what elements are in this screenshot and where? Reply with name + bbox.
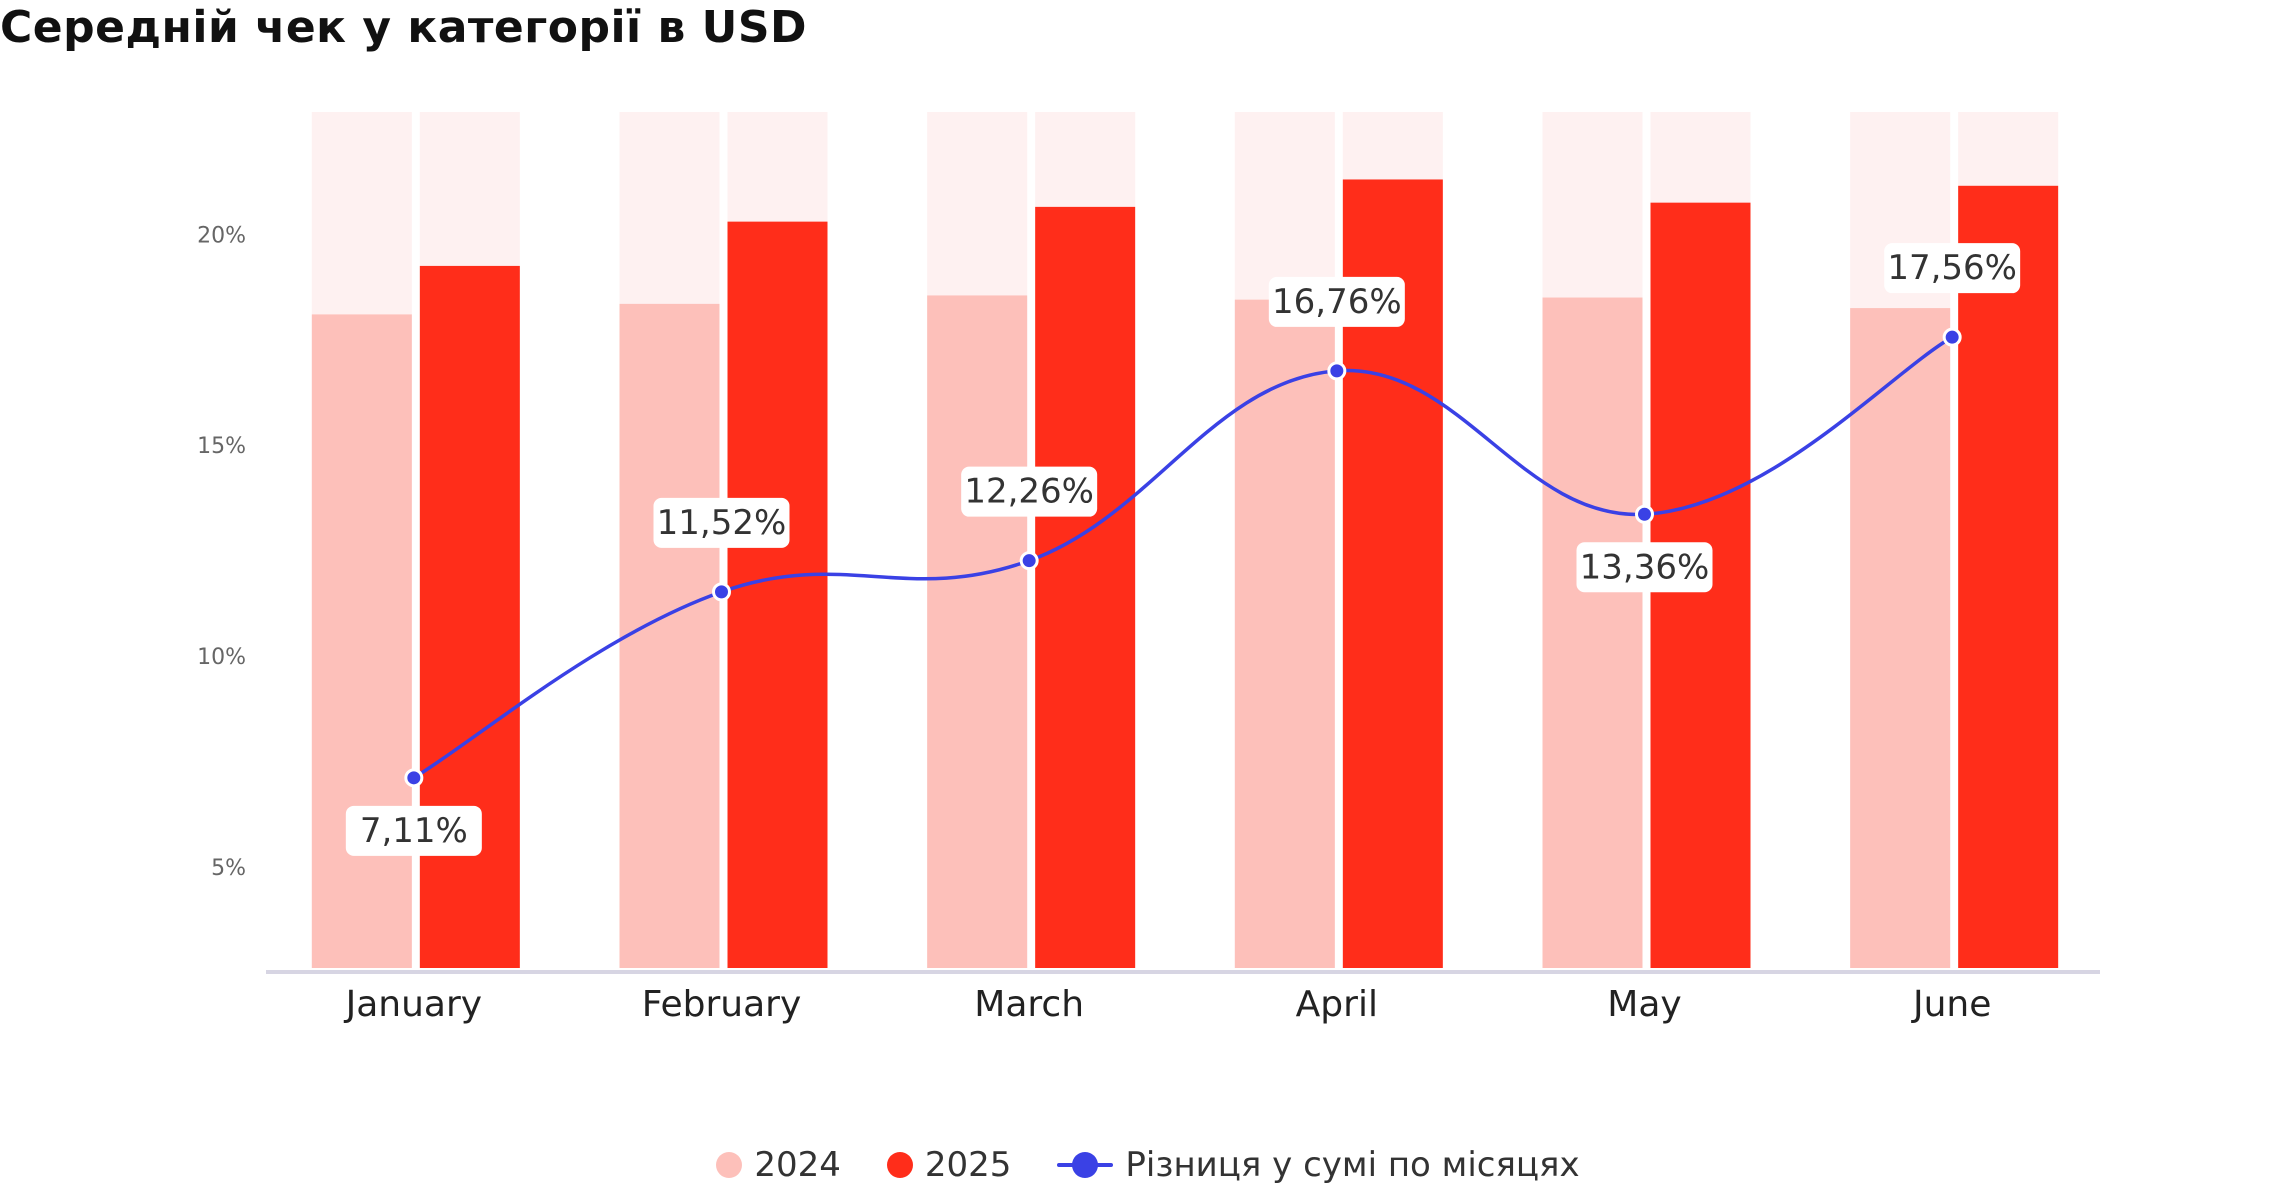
- data-label: 17,56%: [1887, 248, 2017, 288]
- data-label: 7,11%: [360, 811, 468, 851]
- data-label-box: [1268, 276, 1405, 327]
- data-label: 16,76%: [1272, 282, 1402, 322]
- difference-line: [412, 335, 1954, 780]
- legend-marker-2025: [886, 1152, 913, 1178]
- data-label: 12,26%: [964, 472, 1094, 512]
- x-category-label: March: [974, 984, 1084, 1025]
- bar-2024: [1850, 308, 1951, 968]
- y-tick-label: 10%: [197, 645, 246, 670]
- legend-item-2024[interactable]: 2024: [716, 1145, 841, 1185]
- bar-2024: [311, 314, 412, 968]
- data-label-box: [653, 497, 790, 548]
- legend-label-difference: Різниця у сумі по місяцях: [1125, 1145, 1580, 1185]
- legend-label-2024: 2024: [754, 1145, 841, 1185]
- bar-2025: [419, 265, 520, 968]
- difference-point: [1635, 504, 1654, 524]
- x-category-label: June: [1911, 984, 1991, 1025]
- x-category-label: April: [1296, 984, 1378, 1025]
- legend-marker-2024: [716, 1152, 743, 1178]
- x-category-label: May: [1607, 984, 1681, 1025]
- bar-2025: [727, 221, 828, 968]
- bar-2024: [1542, 297, 1643, 968]
- bar-2024: [619, 303, 720, 968]
- y-tick-label: 20%: [197, 223, 246, 248]
- legend-marker-difference: [1057, 1152, 1114, 1178]
- chart-legend: 2024 2025 Різниця у сумі по місяцях: [0, 1143, 2296, 1187]
- bar-line-chart: 5% 10% 15% 20% January February March April May J…: [197, 112, 2100, 1025]
- difference-point: [1942, 327, 1962, 347]
- data-label-box: [961, 466, 1098, 517]
- difference-point: [1327, 361, 1347, 381]
- bar-2024: [1234, 299, 1335, 968]
- data-label-box: [1884, 243, 2021, 294]
- legend-label-2025: 2025: [924, 1145, 1012, 1185]
- difference-point: [712, 582, 731, 602]
- chart-title: Середній чек у категорії в USD: [0, 2, 808, 53]
- bar-2024: [927, 295, 1028, 968]
- x-category-label: February: [642, 984, 802, 1025]
- data-label: 11,52%: [657, 503, 787, 543]
- data-label: 13,36%: [1580, 547, 1710, 587]
- x-category-label: January: [344, 984, 482, 1025]
- difference-point: [404, 768, 424, 788]
- y-tick-label: 5%: [211, 856, 246, 881]
- legend-item-difference[interactable]: Різниця у сумі по місяцях: [1057, 1145, 1580, 1185]
- y-tick-label: 15%: [197, 434, 246, 459]
- difference-point: [1019, 551, 1039, 571]
- bar-2025: [1035, 206, 1136, 969]
- data-label-box: [1576, 542, 1713, 593]
- legend-item-2025[interactable]: 2025: [886, 1145, 1012, 1185]
- data-label-box: [345, 805, 482, 856]
- bar-2025: [1958, 185, 2059, 969]
